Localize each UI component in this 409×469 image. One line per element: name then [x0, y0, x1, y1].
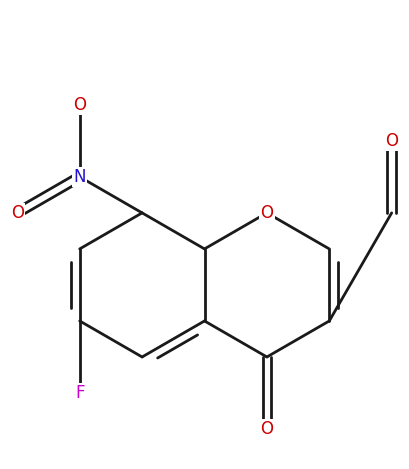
- Text: O: O: [11, 204, 24, 222]
- Text: O: O: [73, 96, 86, 114]
- Text: F: F: [75, 384, 85, 402]
- Text: O: O: [261, 420, 273, 438]
- Text: N: N: [74, 168, 86, 186]
- Text: O: O: [385, 132, 398, 150]
- Text: O: O: [261, 204, 273, 222]
